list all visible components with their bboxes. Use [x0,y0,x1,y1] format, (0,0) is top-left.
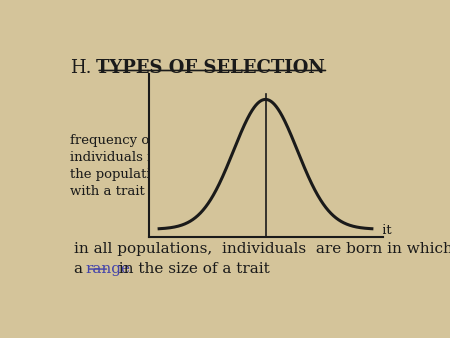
Text: range: range [86,262,131,276]
Text: a: a [74,262,88,276]
Text: the population: the population [70,168,167,181]
Text: in all populations,  individuals  are born in which there is: in all populations, individuals are born… [74,242,450,256]
Text: individuals in: individuals in [70,151,160,164]
Text: mean: mean [250,224,287,237]
Text: frequency of: frequency of [70,134,154,147]
Text: for the trait: for the trait [243,106,325,119]
Text: range: range [222,106,261,119]
Text: in the size of a trait: in the size of a trait [109,262,270,276]
Text: TYPES OF SELECTION: TYPES OF SELECTION [96,59,325,77]
Text: value for the trait: value for the trait [269,224,392,237]
Text: with a trait: with a trait [70,185,145,198]
Text: H.: H. [70,59,92,77]
